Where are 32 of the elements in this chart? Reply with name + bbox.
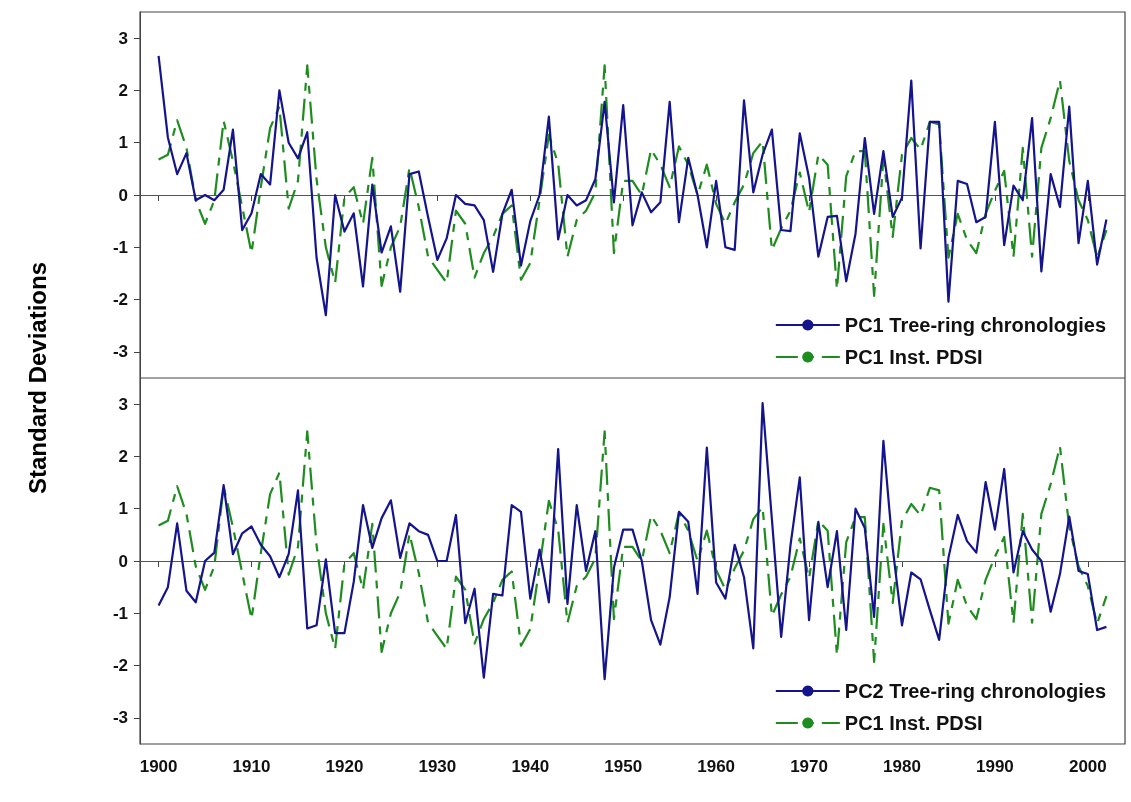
y-tick-label: 3 bbox=[118, 28, 128, 48]
line-series bbox=[157, 430, 1108, 664]
x-tick-label: 1980 bbox=[883, 757, 921, 776]
y-tick-label: 0 bbox=[118, 185, 128, 205]
y-tick-label: -1 bbox=[112, 237, 128, 257]
y-tick-label: -2 bbox=[112, 290, 128, 310]
y-tick-label: -2 bbox=[112, 656, 128, 676]
legend-label: PC1 Inst. PDSI bbox=[844, 346, 983, 368]
y-axis-title: Standard Deviations bbox=[24, 261, 52, 495]
legend-label: PC1 Tree-ring chronologies bbox=[844, 314, 1107, 336]
y-tick-label: 2 bbox=[118, 446, 128, 466]
y-tick-label: -3 bbox=[112, 708, 128, 728]
y-tick-label: -3 bbox=[112, 342, 128, 362]
y-tick-label: 0 bbox=[118, 551, 128, 571]
x-tick-label: 1940 bbox=[511, 757, 550, 776]
x-tick-label: 1950 bbox=[604, 757, 643, 776]
y-tick-label: 1 bbox=[118, 499, 128, 519]
legend-label: PC1 Inst. PDSI bbox=[844, 712, 983, 734]
x-tick-label: 1900 bbox=[139, 757, 178, 776]
y-tick-label: -1 bbox=[112, 603, 128, 623]
x-tick-label: 1910 bbox=[232, 757, 271, 776]
x-tick-label: 1920 bbox=[325, 757, 364, 776]
line-series bbox=[157, 402, 1108, 681]
y-tick-label: 3 bbox=[118, 394, 128, 414]
x-tick-label: 1960 bbox=[697, 757, 736, 776]
x-tick-label: 1990 bbox=[975, 757, 1014, 776]
x-tick-label: 2000 bbox=[1068, 757, 1107, 776]
y-tick-label: 1 bbox=[118, 133, 128, 153]
legend-label: PC2 Tree-ring chronologies bbox=[844, 680, 1107, 702]
x-tick-label: 1930 bbox=[418, 757, 457, 776]
y-tick-label: 2 bbox=[118, 80, 128, 100]
x-tick-label: 1970 bbox=[790, 757, 828, 776]
